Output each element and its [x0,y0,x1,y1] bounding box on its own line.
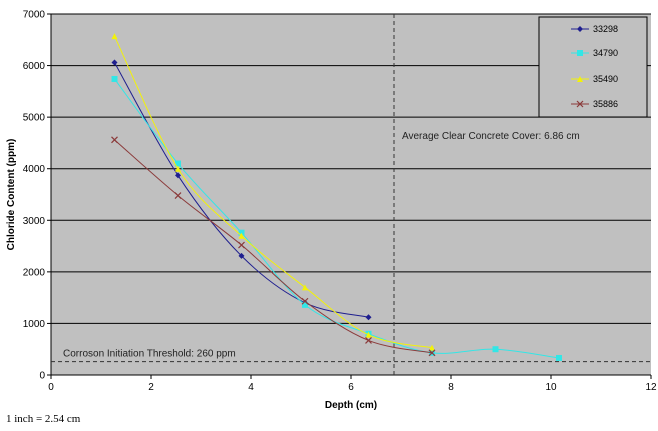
x-tick-label-2: 2 [148,382,154,393]
legend-label-35490: 35490 [593,74,618,84]
y-tick-label-0: 0 [39,371,45,382]
point-33298-4 [365,314,372,321]
point-34790-6 [492,346,499,353]
tick-labels: 0 2 4 6 8 10 12 0 1000 2000 3000 4000 5000 6000 7000 [23,10,657,394]
x-tick-label-0: 0 [48,382,54,393]
legend-label-33298: 33298 [593,24,618,34]
x-axis-label: Depth (cm) [325,400,377,411]
x-tick-label-6: 6 [348,382,354,393]
y-tick-label-5000: 5000 [23,113,46,124]
point-35490-1 [175,165,181,172]
point-33298-2 [238,252,245,259]
point-33298-1 [175,172,181,179]
point-35886-1 [174,192,182,199]
series-35490 [111,33,435,351]
annotations: Average Clear Concrete Cover: 6.86 cm Cor… [51,14,651,375]
x-tick-label-12: 12 [645,382,657,393]
point-35886-0 [111,136,118,144]
y-tick-label-7000: 7000 [23,10,46,21]
x-tick-label-8: 8 [448,382,454,393]
legend-marker-33298 [577,26,583,32]
point-34790-0 [111,75,118,82]
footnote: 1 inch = 2.54 cm [6,413,81,425]
point-35886-2 [238,241,245,249]
point-35490-2 [238,232,245,239]
point-35886-5 [428,349,436,357]
point-33298-0 [111,59,118,66]
y-tick-label-2000: 2000 [23,267,46,278]
point-35886-4 [365,337,372,344]
point-35490-0 [111,33,118,40]
legend: 33298 34790 35490 35886 [538,16,648,118]
x-tick-label-4: 4 [248,382,254,393]
point-34790-7 [556,354,562,361]
legend-marker-34790 [577,50,583,56]
cover-label: Average Clear Concrete Cover: 6.86 cm [402,131,580,142]
series-layer [111,33,562,361]
series-line-35886 [114,139,433,354]
legend-label-34790: 34790 [593,48,618,58]
legend-marker-35490 [577,76,583,82]
point-34790-1 [175,160,181,167]
x-tick-label-10: 10 [545,382,557,393]
legend-marker-35886 [576,100,584,108]
point-35490-5 [429,344,435,351]
chart: 0 2 4 6 8 10 12 0 1000 2000 3000 4000 5000 6000 7000 A… [6,10,657,412]
series-35886 [111,136,436,357]
y-tick-label-3000: 3000 [23,216,46,227]
point-35886-3 [301,297,309,305]
point-35490-3 [302,284,308,291]
y-axis-label: Chloride Content (ppm) [6,139,17,251]
point-34790-3 [302,301,308,308]
axes [47,13,652,379]
threshold-label: Corroson Initiation Threshold: 260 ppm [63,349,236,360]
point-35490-4 [365,331,372,338]
point-34790-2 [238,229,245,236]
y-tick-label-4000: 4000 [23,164,46,175]
y-tick-label-1000: 1000 [23,319,46,330]
y-tick-label-6000: 6000 [23,61,46,72]
legend-box [538,16,648,118]
legend-label-35886: 35886 [593,99,618,109]
